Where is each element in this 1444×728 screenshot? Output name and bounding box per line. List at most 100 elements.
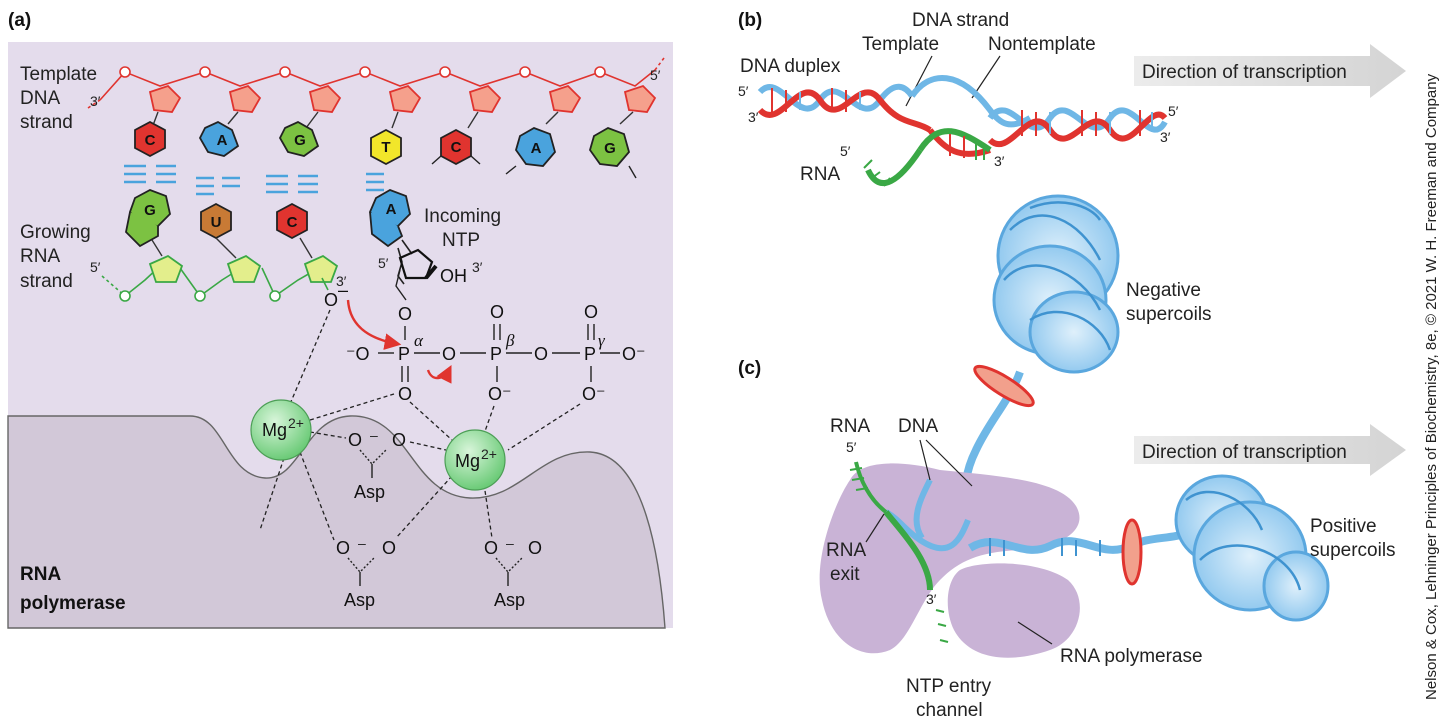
mg-ion-right: Mg 2+ xyxy=(444,429,506,491)
template-dna-backbone xyxy=(99,69,656,101)
svg-text:RNA: RNA xyxy=(826,540,866,561)
downstream-rungs xyxy=(989,538,1101,556)
svg-text:P: P xyxy=(584,344,596,364)
mg-ion-left: Mg 2+ xyxy=(250,399,312,461)
svg-text:RNA: RNA xyxy=(20,246,60,267)
svg-text:O: O xyxy=(534,344,548,364)
template-in-pol xyxy=(884,509,971,552)
svg-text:–: – xyxy=(358,535,366,551)
downstream-dna xyxy=(967,528,1192,554)
coordination-bonds xyxy=(259,309,581,541)
svg-text:–: – xyxy=(370,427,378,443)
rna-in-pol xyxy=(883,510,933,591)
ntp-5prime: 5′ xyxy=(378,255,389,271)
svg-text:O: O xyxy=(392,430,406,450)
template-dashed-end xyxy=(87,99,101,109)
svg-text:strand: strand xyxy=(20,271,73,292)
svg-text:Asp: Asp xyxy=(494,590,525,610)
ntp-link xyxy=(397,247,405,285)
template-links xyxy=(151,111,634,129)
svg-text:G: G xyxy=(604,140,616,157)
b-rna-5prime: 5′ xyxy=(840,143,851,159)
nontemplate-in-pol xyxy=(913,478,933,540)
rna-exit-label: RNA exit xyxy=(826,540,866,585)
svg-text:O: O xyxy=(584,302,598,322)
incoming-ntp-label: Incoming NTP xyxy=(424,206,501,251)
svg-text:⁻O: ⁻O xyxy=(346,344,370,364)
template-5prime: 5′ xyxy=(650,67,661,83)
ntp-glycosidic xyxy=(401,239,413,255)
rna-polymerase-label: RNA polymerase xyxy=(20,564,126,614)
template-sugars xyxy=(148,84,657,113)
attack-arrow xyxy=(346,299,402,350)
rna-polymerase-surface xyxy=(7,415,666,629)
o3-bond xyxy=(321,277,329,291)
svg-text:Asp: Asp xyxy=(344,590,375,610)
asp-residue-1: O – O Asp xyxy=(348,427,406,502)
asp-residue-3: O – O Asp xyxy=(484,535,542,610)
svg-text:P: P xyxy=(398,344,410,364)
rna-base-G: G xyxy=(125,189,171,248)
b-duplex-3prime: 3′ xyxy=(748,109,759,125)
svg-text:O: O xyxy=(490,302,504,322)
svg-text:P: P xyxy=(490,344,502,364)
dna-strand-label: DNA strand xyxy=(912,10,1009,31)
negative-supercoils xyxy=(992,194,1120,374)
ntp-3prime: 3′ xyxy=(472,259,483,275)
svg-text:Negative: Negative xyxy=(1126,280,1201,301)
svg-text:O⁻: O⁻ xyxy=(582,384,606,404)
leaving-arrow xyxy=(426,364,452,384)
template-leader xyxy=(905,55,933,107)
c-rna-3prime: 3′ xyxy=(926,591,937,607)
svg-text:β: β xyxy=(505,331,515,350)
svg-text:supercoils: supercoils xyxy=(1126,304,1212,325)
three-prime-minus: – xyxy=(338,280,348,300)
svg-text:Mg: Mg xyxy=(262,420,287,440)
dna-leaders xyxy=(919,439,973,487)
three-prime-oxygen: O xyxy=(324,290,338,310)
svg-text:G: G xyxy=(144,202,156,219)
ntp-entry-label: NTP entry channel xyxy=(906,676,992,721)
template-3prime: 3′ xyxy=(90,93,101,109)
svg-text:C: C xyxy=(145,132,156,149)
template-base-A2: A xyxy=(505,127,556,175)
ntp-base-A: A xyxy=(368,189,411,248)
template-base-T: T xyxy=(370,128,402,166)
growing-3prime: 3′ xyxy=(336,273,347,289)
svg-text:Asp: Asp xyxy=(354,482,385,502)
ntp-sugar-bold xyxy=(424,264,438,280)
svg-text:G: G xyxy=(294,132,306,149)
svg-text:α: α xyxy=(414,331,424,350)
template-label: Template xyxy=(862,34,939,55)
positive-supercoils xyxy=(1174,474,1330,622)
svg-text:O: O xyxy=(348,430,362,450)
c-rna-label: RNA xyxy=(830,416,870,437)
template-dashed-start xyxy=(654,57,665,71)
triphosphate: O ⁻O P α O P β O P γ O⁻ O O O O⁻ O⁻ xyxy=(346,302,646,404)
c-dna-label: DNA xyxy=(898,416,938,437)
rna-sugars xyxy=(148,254,339,283)
svg-text:O: O xyxy=(336,538,350,558)
svg-text:A: A xyxy=(531,140,542,157)
svg-text:C: C xyxy=(451,139,462,156)
svg-text:Template: Template xyxy=(20,64,97,85)
template-base-C: C xyxy=(134,120,166,158)
b-right-5prime: 5′ xyxy=(1168,103,1179,119)
credit-line: Nelson & Cox, Lehninger Principles of Bi… xyxy=(1423,73,1440,700)
svg-text:O: O xyxy=(398,384,412,404)
b-right-3prime: 3′ xyxy=(1160,129,1171,145)
rna-exit-leader xyxy=(865,513,885,543)
rna-phosphates xyxy=(119,290,281,302)
template-base-G: G xyxy=(278,120,320,157)
template-base-C2: C xyxy=(431,128,481,166)
ntp-o5 xyxy=(395,269,407,301)
svg-text:supercoils: supercoils xyxy=(1310,540,1396,561)
svg-text:exit: exit xyxy=(830,564,860,585)
svg-text:A: A xyxy=(386,201,397,218)
b-duplex-5prime: 5′ xyxy=(738,83,749,99)
svg-text:T: T xyxy=(381,139,390,156)
template-strand-label: Template DNA strand xyxy=(20,64,97,133)
rna-base-C: C xyxy=(276,202,308,240)
svg-text:channel: channel xyxy=(916,700,983,721)
